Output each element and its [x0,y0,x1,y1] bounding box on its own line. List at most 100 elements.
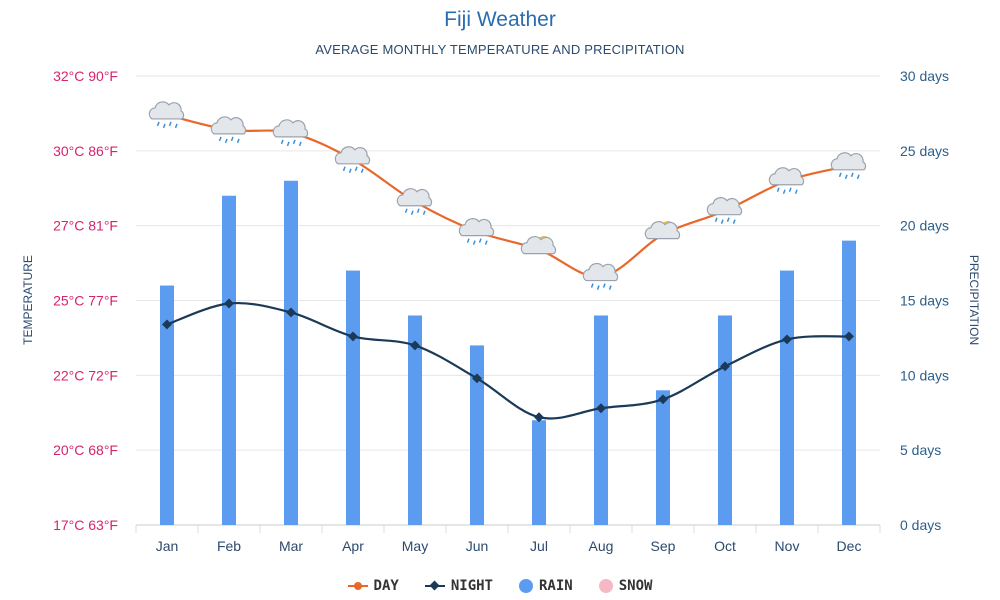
month-label: Aug [589,538,614,554]
raindrop-icon [590,283,594,288]
legend-night-swatch [424,580,445,591]
temperature-tick-label: 25°C 77°F [53,293,118,309]
cloud-icon [520,236,557,255]
legend-rain-swatch [519,579,533,593]
rain-cloud-icon [396,188,433,215]
cloud-icon [148,101,185,120]
cloud-icon [644,221,681,240]
rain-bar [842,240,856,525]
sun-cloud-icon [644,221,681,240]
raindrop-icon [844,174,848,180]
temperature-tick-label: 27°C 81°F [53,218,118,234]
night-point [658,394,668,405]
precipitation-tick-label: 10 days [900,367,949,383]
raindrop-icon [714,217,718,222]
raindrop-icon [168,121,172,127]
raindrop-icon [596,285,600,290]
sun-cloud-icon [520,236,557,255]
raindrop-icon [422,210,426,215]
raindrop-icon [162,123,166,129]
rain-bar [718,315,732,525]
month-label: May [402,538,428,554]
cloud-icon [458,218,495,237]
raindrop-icon [788,187,792,193]
temperature-tick-label: 20°C 68°F [53,442,118,458]
legend-night-label: NIGHT [450,578,493,594]
raindrop-icon [850,172,854,178]
raindrop-icon [466,238,470,243]
raindrop-icon [230,136,234,142]
rain-bar [532,420,546,525]
night-point [286,307,296,318]
rain-cloud-icon [458,218,495,245]
chart-title: Fiji Weather [444,8,556,31]
legend-rain[interactable]: RAIN [519,578,573,594]
raindrop-icon [280,139,284,145]
raindrop-icon [776,187,780,193]
raindrop-icon [224,138,228,144]
cloud-icon [334,146,371,165]
precipitation-tick-label: 20 days [900,218,949,234]
rain-bar [470,345,484,525]
temperature-tick-label: 17°C 63°F [53,517,118,533]
rain-bar [284,180,298,525]
raindrop-icon [726,217,730,222]
precipitation-tick-label: 15 days [900,293,949,309]
rain-bar [222,195,236,525]
raindrop-icon [342,166,346,172]
rain-cloud-icon [210,116,247,144]
rain-cloud-icon [768,167,805,195]
temperature-tick-label: 32°C 90°F [53,68,118,84]
raindrop-icon [174,123,178,129]
cloud-icon [210,116,247,135]
raindrop-icon [416,208,420,213]
month-label: Jul [530,538,548,554]
legend-snow[interactable]: SNOW [598,578,652,594]
night-point [348,331,358,342]
rain-bar [594,315,608,525]
month-label: Apr [342,538,364,554]
raindrop-icon [794,189,798,195]
raindrop-icon [156,121,160,127]
cloud-icon [582,262,619,282]
legend-rain-label: RAIN [539,578,573,594]
raindrop-icon [608,285,612,290]
night-point [410,340,420,351]
precipitation-tick-label: 5 days [900,442,941,458]
precipitation-tick-label: 0 days [900,517,941,533]
rain-cloud-icon [706,197,743,224]
raindrop-icon [720,219,724,224]
rain-bar [780,270,794,525]
raindrop-icon [782,189,786,195]
rain-cloud-icon [830,152,867,180]
legend-day-label: DAY [373,578,399,594]
night-point [782,334,792,345]
raindrop-icon [838,172,842,178]
precipitation-axis-label: PRECIPITATION [967,255,981,345]
month-label: Jan [156,538,179,554]
legend-night[interactable]: NIGHT [424,578,493,594]
night-point [472,373,482,384]
cloud-icon [830,152,867,171]
legend-snow-swatch [598,579,613,593]
temperature-axis-label: TEMPERATURE [21,255,35,345]
night-point [534,412,544,423]
night-point [720,361,730,372]
rain-cloud-icon [334,146,371,174]
day-line [166,113,850,278]
precipitation-tick-label: 25 days [900,143,949,159]
raindrop-icon [218,136,222,142]
raindrop-icon [472,240,476,245]
raindrop-icon [856,174,860,180]
night-point [596,403,606,414]
night-point [162,319,172,330]
chart-subtitle: AVERAGE MONTHLY TEMPERATURE AND PRECIPIT… [315,42,685,57]
raindrop-icon [484,240,488,245]
night-point [224,298,234,309]
raindrop-icon [732,219,736,224]
raindrop-icon [360,168,364,174]
legend-day[interactable]: DAY [347,578,399,594]
month-label: Sep [651,538,676,554]
month-label: Feb [217,538,241,554]
